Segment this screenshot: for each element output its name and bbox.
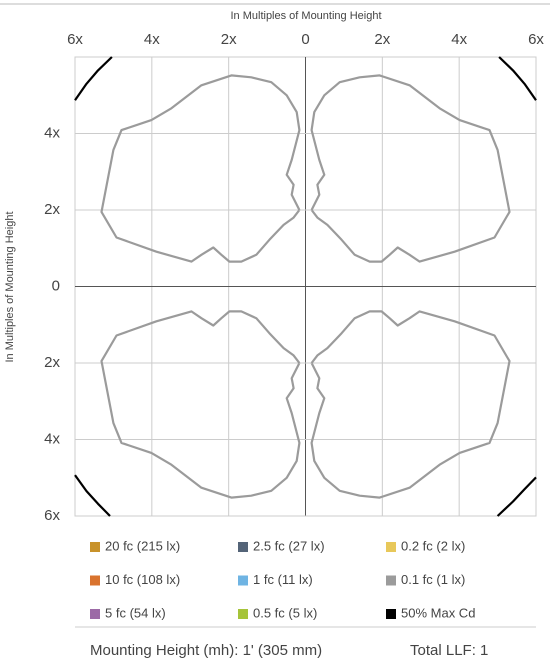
x-tick-label: 6x: [67, 31, 83, 48]
contour-line: [100, 74, 511, 499]
legend-label: 0.2 fc (2 lx): [401, 538, 465, 553]
y-tick-label: 6x: [44, 507, 60, 524]
x-tick-label: 0: [301, 31, 309, 48]
legend-label: 1 fc (11 lx): [253, 572, 313, 587]
legend-swatch: [90, 542, 100, 552]
legend-swatch: [90, 575, 100, 586]
x-axis-title: In Multiples of Mounting Height: [230, 10, 381, 22]
legend-label: 0.5 fc (5 lx): [253, 605, 317, 620]
legend-label: 0.1 fc (1 lx): [401, 572, 465, 587]
legend-swatch: [238, 542, 248, 552]
y-tick-label: 4x: [44, 124, 60, 141]
x-tick-label: 4x: [144, 31, 160, 48]
y-axis-title: In Multiples of Mounting Height: [4, 211, 16, 362]
legend-label: 50% Max Cd: [401, 605, 475, 620]
y-tick-label: 4x: [44, 430, 60, 447]
legend-swatch: [386, 575, 396, 586]
x-tick-label: 6x: [528, 31, 544, 48]
footer-mounting-height: Mounting Height (mh): 1' (305 mm): [90, 642, 322, 659]
legend-label: 2.5 fc (27 lx): [253, 538, 325, 553]
y-tick-label: 0: [52, 277, 60, 294]
contour-line: [74, 56, 537, 517]
legend-label: 5 fc (54 lx): [105, 605, 166, 620]
x-tick-label: 2x: [374, 31, 390, 48]
y-tick-label: 2x: [44, 354, 60, 371]
legend-swatch: [238, 609, 248, 619]
legend-label: 10 fc (108 lx): [105, 572, 180, 587]
footer-llf: Total LLF: 1: [410, 642, 488, 659]
legend-swatch: [238, 575, 248, 586]
x-tick-label: 2x: [221, 31, 237, 48]
legend-swatch: [386, 609, 396, 619]
x-tick-label: 4x: [451, 31, 467, 48]
legend-label: 20 fc (215 lx): [105, 538, 180, 553]
y-tick-label: 2x: [44, 201, 60, 218]
legend-swatch: [90, 609, 100, 619]
legend-swatch: [386, 542, 396, 552]
